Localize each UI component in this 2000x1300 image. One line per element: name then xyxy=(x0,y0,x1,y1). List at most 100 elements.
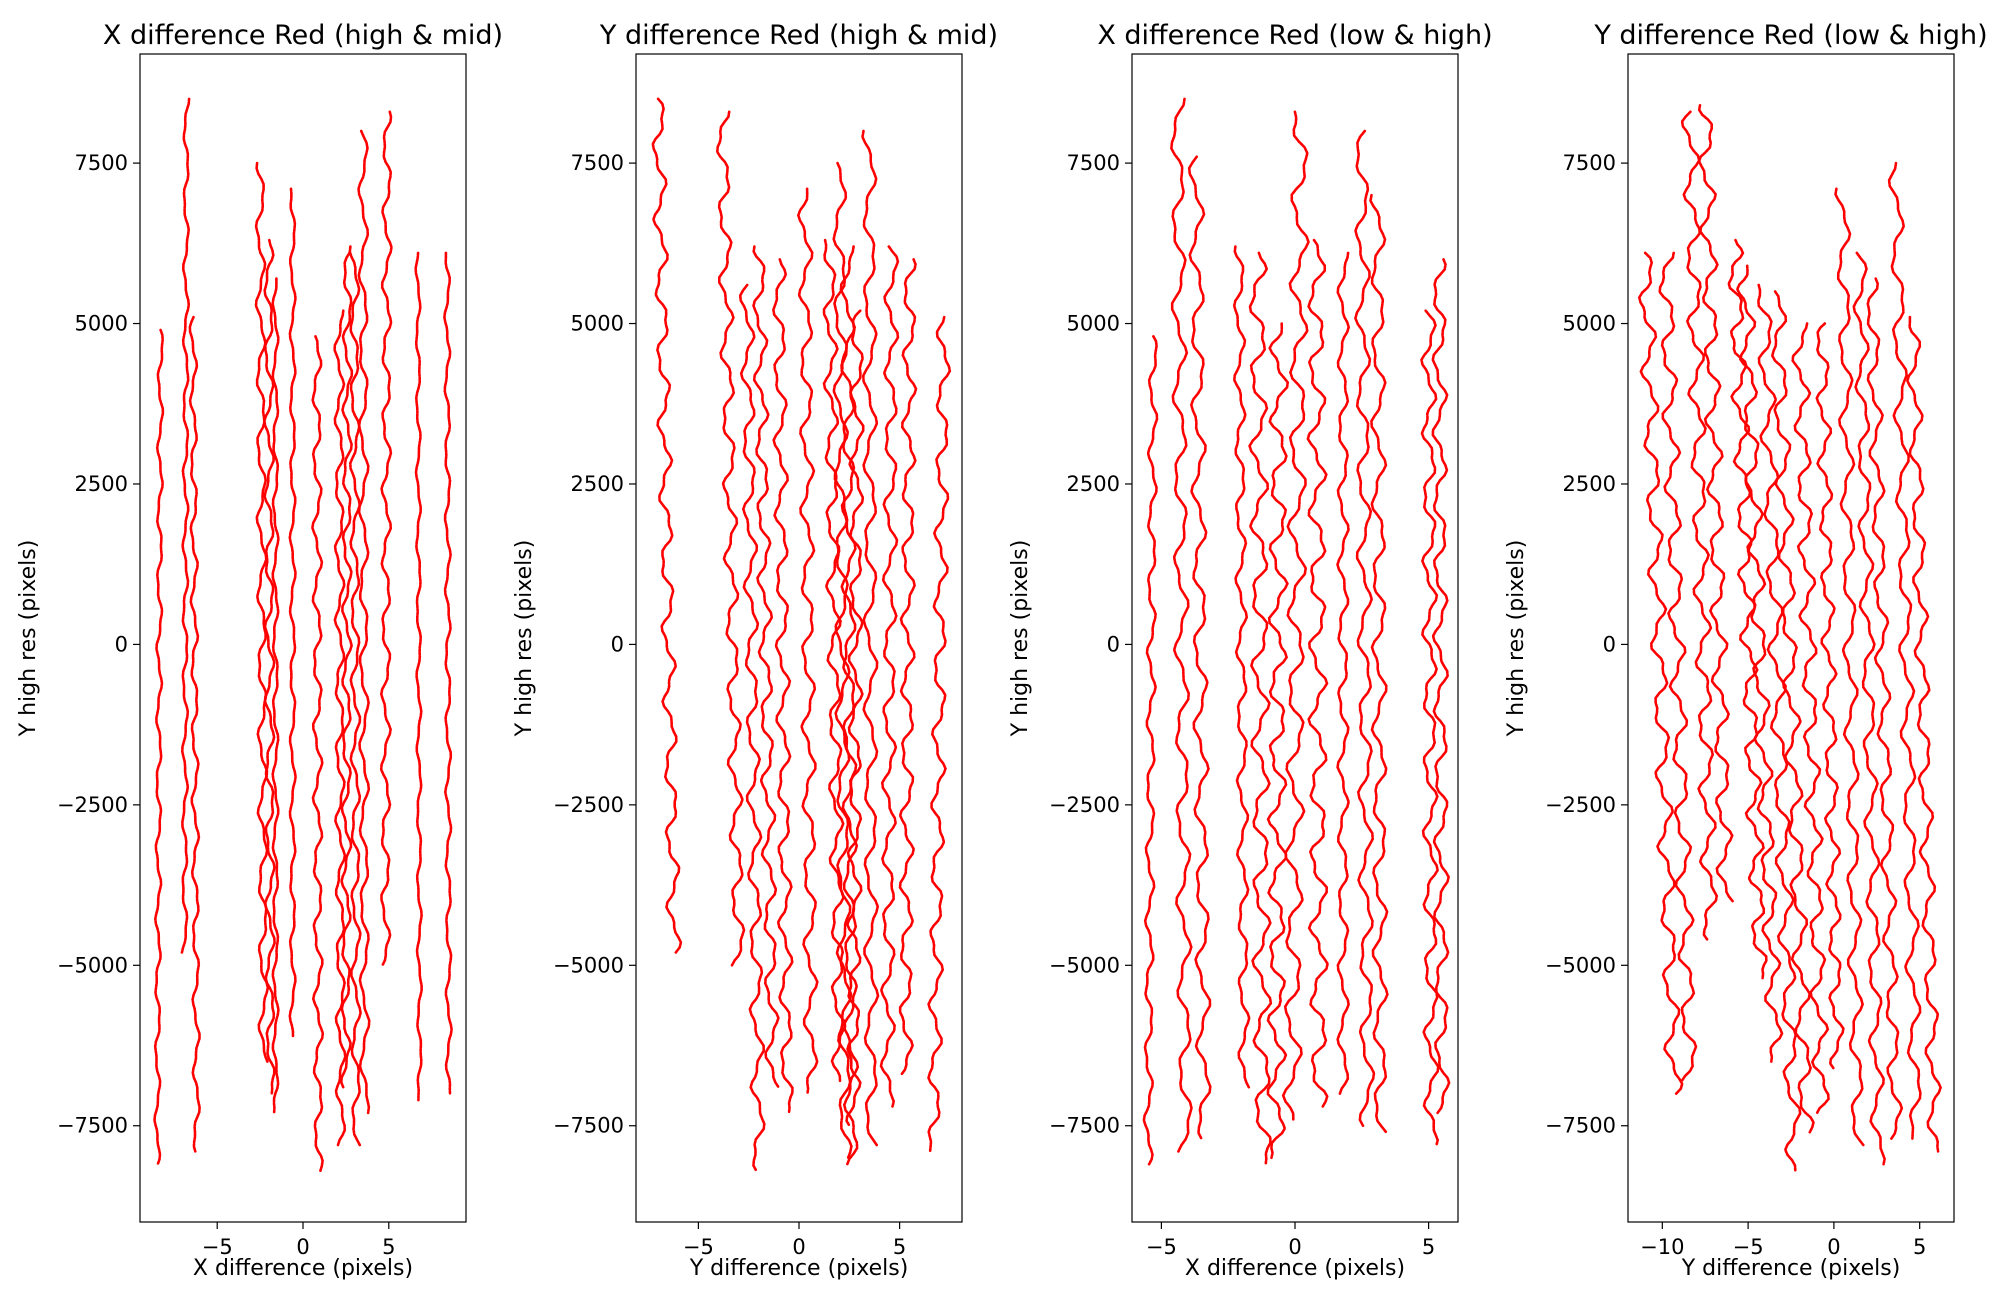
data-series-15 xyxy=(443,251,453,1095)
data-series-4 xyxy=(1232,245,1251,1089)
axes-frame xyxy=(1627,53,1955,1223)
x-tick-label: −5 xyxy=(202,1235,233,1259)
y-tick-label: 2500 xyxy=(1563,472,1616,496)
data-series-2 xyxy=(1658,251,1698,1083)
y-axis-label: Y high res (pixels) xyxy=(1504,540,1529,738)
y-tick-label: 5000 xyxy=(571,312,624,336)
data-series-4 xyxy=(1697,104,1734,903)
x-tick-label: −5 xyxy=(1733,1235,1764,1259)
series-group xyxy=(153,97,453,1172)
data-series-5 xyxy=(772,258,794,1115)
y-tick-label: 0 xyxy=(1107,632,1120,656)
data-series-12 xyxy=(879,245,900,1108)
x-tick-label: 0 xyxy=(1288,1235,1301,1259)
data-series-3 xyxy=(188,315,201,1153)
y-tick-label: −7500 xyxy=(1049,1114,1120,1138)
y-axis-label: Y high res (pixels) xyxy=(512,540,537,738)
data-series-10 xyxy=(1354,129,1376,1127)
y-tick-label: 2500 xyxy=(1067,472,1120,496)
y-tick-label: 5000 xyxy=(1067,312,1120,336)
y-tick-label: 7500 xyxy=(1067,151,1120,175)
data-series-1 xyxy=(1637,251,1684,1095)
data-series-4 xyxy=(752,245,780,1089)
y-tick-label: −2500 xyxy=(57,793,128,817)
y-tick-label: 2500 xyxy=(571,472,624,496)
x-tick-label: 5 xyxy=(1422,1235,1435,1259)
y-tick-label: −2500 xyxy=(1049,793,1120,817)
data-series-13 xyxy=(379,110,393,967)
x-tick-label: −5 xyxy=(683,1235,714,1259)
y-tick-label: 0 xyxy=(611,632,624,656)
y-tick-label: 0 xyxy=(115,632,128,656)
subplot-3: X difference Red (low & high) −7500 −5000 −… xyxy=(1008,20,1493,1281)
data-series-15 xyxy=(1906,315,1942,1153)
data-series-8 xyxy=(1306,238,1329,1108)
subplot-grid: X difference Red (high & mid)−7500−5000−… xyxy=(16,20,1988,1281)
y-tick-label: −7500 xyxy=(553,1114,624,1138)
data-series-12 xyxy=(1852,251,1886,1166)
y-tick-label: 5000 xyxy=(75,312,128,336)
chart-title: Y difference Red (low & high) xyxy=(1593,20,1987,51)
y-tick-label: −5000 xyxy=(57,953,128,977)
y-axis-label: Y high res (pixels) xyxy=(16,540,41,738)
data-series-14 xyxy=(927,315,952,1153)
data-series-6 xyxy=(796,187,819,1095)
data-series-7 xyxy=(1757,283,1802,1172)
data-series-11 xyxy=(861,129,880,1147)
x-tick-label: 0 xyxy=(792,1235,805,1259)
y-tick-label: 7500 xyxy=(571,151,624,175)
data-series-11 xyxy=(1369,193,1389,1134)
x-tick-label: 5 xyxy=(1913,1235,1926,1259)
data-series-3 xyxy=(1680,110,1719,941)
data-series-7 xyxy=(1281,110,1310,1121)
data-series-14 xyxy=(1887,161,1922,1140)
data-series-7 xyxy=(288,187,297,1038)
x-tick-label: 0 xyxy=(296,1235,309,1259)
data-series-12 xyxy=(357,129,371,1115)
x-axis-label: X difference (pixels) xyxy=(193,1256,413,1281)
y-tick-label: 7500 xyxy=(1563,151,1616,175)
data-series-10 xyxy=(1815,322,1845,1070)
data-series-3 xyxy=(1187,155,1212,1140)
series-group xyxy=(651,97,952,1172)
chart-title: Y difference Red (high & mid) xyxy=(599,20,998,51)
y-tick-label: −7500 xyxy=(57,1114,128,1138)
chart-title: X difference Red (low & high) xyxy=(1097,20,1492,51)
subplot-1: X difference Red (high & mid) −7500 −5000 −… xyxy=(16,20,503,1281)
data-series-6 xyxy=(271,277,280,1115)
data-series-4 xyxy=(254,161,270,1063)
x-axis-label: Y difference (pixels) xyxy=(689,1256,909,1281)
y-tick-label: 7500 xyxy=(75,151,128,175)
data-series-13 xyxy=(1866,277,1904,1140)
data-series-10 xyxy=(845,309,865,1127)
data-series-9 xyxy=(1791,322,1830,1115)
y-tick-label: −2500 xyxy=(1545,793,1616,817)
y-tick-label: −2500 xyxy=(553,793,624,817)
data-series-2 xyxy=(715,110,746,967)
y-tick-label: −5000 xyxy=(553,953,624,977)
y-tick-label: 2500 xyxy=(75,472,128,496)
data-series-13 xyxy=(1431,258,1451,1115)
data-series-9 xyxy=(1336,251,1351,1095)
data-series-14 xyxy=(414,251,423,1102)
y-tick-label: −5000 xyxy=(1049,953,1120,977)
data-series-13 xyxy=(898,258,918,1076)
data-series-2 xyxy=(180,97,191,954)
subplot-2: Y difference Red (high & mid) −7500 −5000 −… xyxy=(512,20,998,1281)
data-series-6 xyxy=(1735,264,1784,1063)
series-group xyxy=(1637,104,1942,1172)
series-group xyxy=(1142,97,1451,1166)
x-tick-label: 5 xyxy=(382,1235,395,1259)
data-series-1 xyxy=(651,97,683,954)
x-axis-label: Y difference (pixels) xyxy=(1681,1256,1901,1281)
data-series-1 xyxy=(153,328,165,1166)
data-series-6 xyxy=(1266,322,1290,1160)
y-tick-label: 0 xyxy=(1603,632,1616,656)
x-tick-label: −10 xyxy=(1640,1235,1684,1259)
x-axis-label: X difference (pixels) xyxy=(1185,1256,1405,1281)
data-series-9 xyxy=(839,245,860,1166)
y-tick-label: 5000 xyxy=(1563,312,1616,336)
x-tick-label: −5 xyxy=(1146,1235,1177,1259)
